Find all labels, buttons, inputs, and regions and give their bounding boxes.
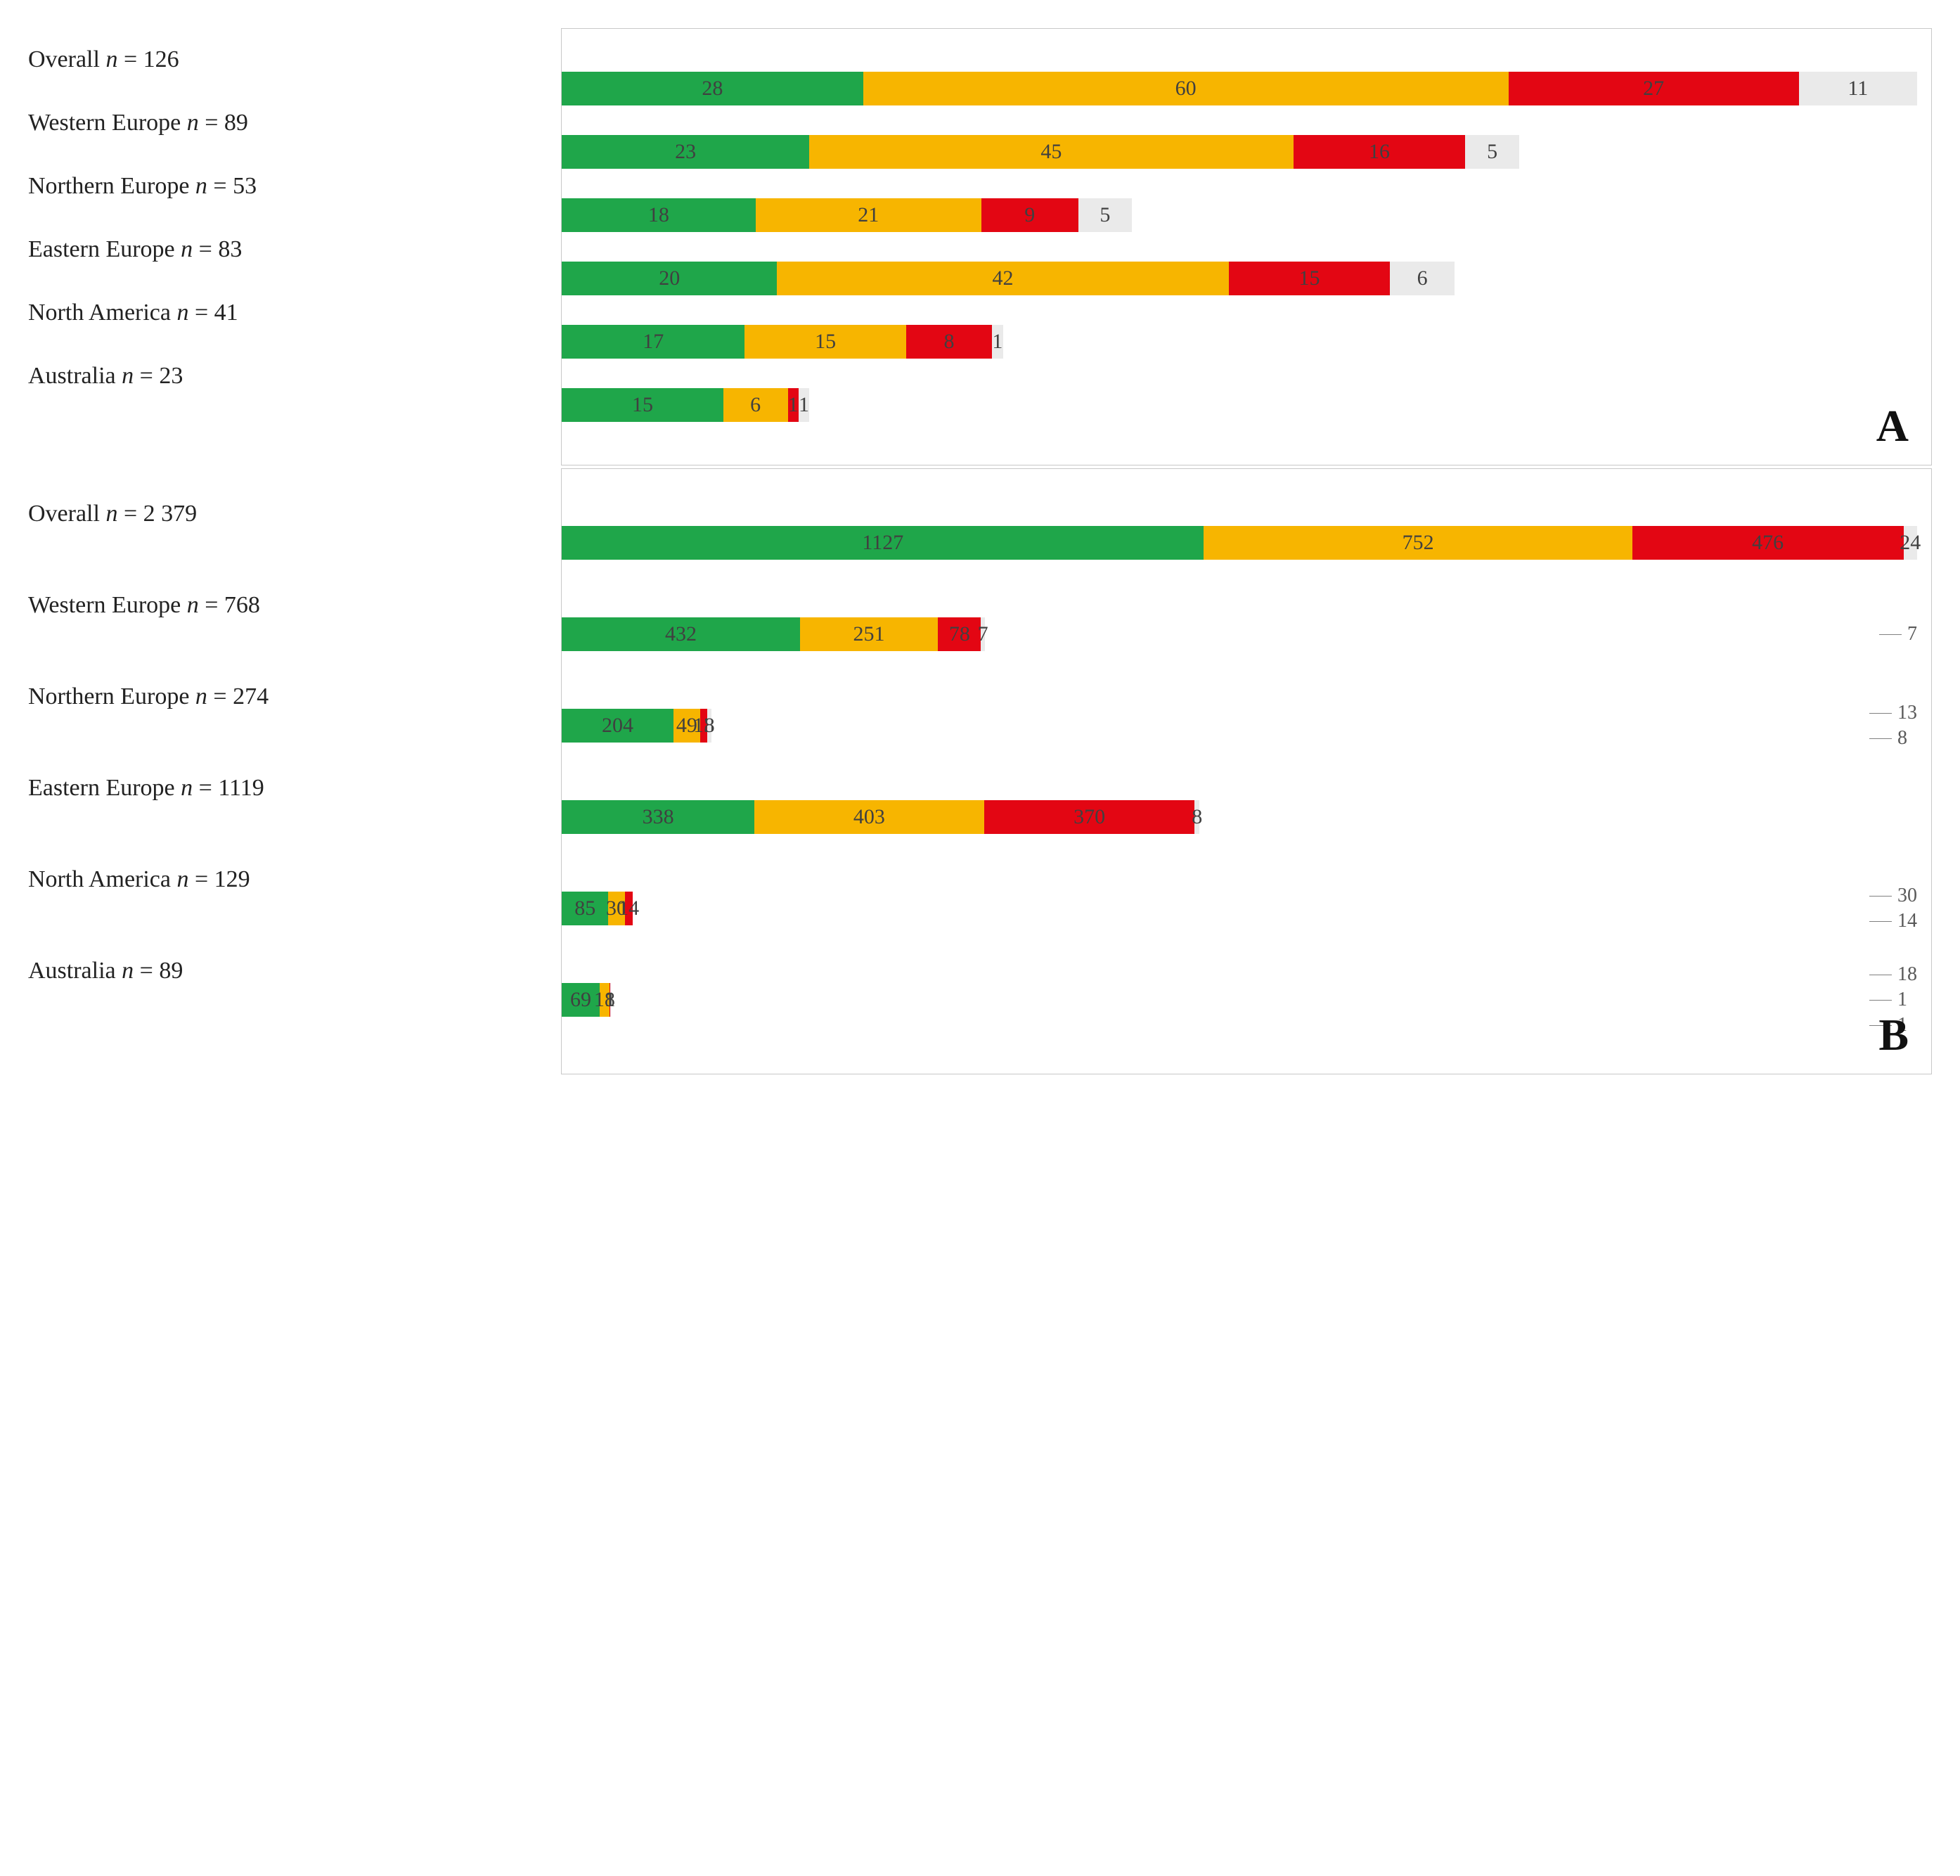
row-label: Eastern Europe n = 1119: [28, 768, 264, 809]
callout-group: 3014: [1869, 885, 1917, 932]
row-label: Northern Europe n = 53: [28, 166, 257, 207]
callout-value: 1: [1869, 989, 1917, 1011]
bar-track: 432251787: [562, 617, 1872, 651]
bar-segment-grey: 5: [1465, 135, 1519, 169]
panel-b: Overall n = 2 379 Western Europe n = 768 N…: [28, 468, 1932, 1074]
bar-segment-grey: 5: [1078, 198, 1132, 232]
bar-segment-orange: 403: [754, 800, 984, 834]
bar-track: 2345165: [562, 135, 1917, 169]
row-label: Overall n = 126: [28, 39, 179, 80]
bar-segment-orange: 45: [809, 135, 1293, 169]
bar-track: 15611: [562, 388, 1917, 422]
bar-track: 2042156: [562, 262, 1917, 295]
row-label: Western Europe n = 89: [28, 103, 248, 143]
labels-column: Overall n = 2 379 Western Europe n = 768 N…: [28, 468, 561, 1074]
bar-segment-green: 338: [562, 800, 754, 834]
row-label: Northern Europe n = 274: [28, 676, 269, 717]
panel-a: Overall n = 126 Western Europe n = 89 Nort…: [28, 28, 1932, 465]
bar-segment-orange: 21: [756, 198, 981, 232]
bar-segment-green: 204: [562, 709, 673, 743]
bar-track: 691811: [562, 983, 1862, 1017]
bar-segment-red: 1: [788, 388, 799, 422]
bar-segment-orange: 6: [723, 388, 788, 422]
bar-segment-grey: 1: [799, 388, 809, 422]
bar-segment-green: 18: [562, 198, 755, 232]
bar-segment-orange: 251: [800, 617, 939, 651]
bar-segment-green: 432: [562, 617, 799, 651]
row-label: North America n = 129: [28, 859, 250, 900]
bar-segment-green: 85: [562, 892, 608, 925]
bar-segment-grey: 7: [981, 617, 984, 651]
plot-area: 286027112345165182195204215617158115611A: [561, 28, 1932, 465]
bar-segment-red: 9: [981, 198, 1078, 232]
bar-segment-grey: 8: [707, 709, 711, 743]
row-label: Eastern Europe n = 83: [28, 229, 242, 270]
row-label: Overall n = 2 379: [28, 494, 197, 534]
callout-value: 8: [1869, 727, 1917, 750]
callout-group: 138: [1869, 702, 1917, 750]
bar-track: 20449138: [562, 709, 1862, 743]
callout-value: 14: [1869, 910, 1917, 932]
bar-segment-orange: 15: [744, 325, 905, 359]
bar-segment-red: 27: [1509, 72, 1799, 105]
bar-segment-red: 14: [625, 892, 633, 925]
labels-column: Overall n = 126 Western Europe n = 89 Nort…: [28, 28, 561, 465]
bar-segment-grey: 24: [1904, 526, 1917, 560]
bar-track: 28602711: [562, 72, 1917, 105]
callout-value: 13: [1869, 702, 1917, 724]
bar-segment-green: 28: [562, 72, 863, 105]
bar-track: 853014: [562, 892, 1862, 925]
bar-segment-orange: 752: [1204, 526, 1632, 560]
panel-letter: A: [1876, 400, 1909, 452]
row-label: Western Europe n = 768: [28, 585, 260, 626]
bar-segment-red: 476: [1632, 526, 1904, 560]
bar-segment-grey: 6: [1390, 262, 1455, 295]
callout-value: 18: [1869, 963, 1917, 986]
bar-segment-red: 16: [1294, 135, 1466, 169]
callout-value: 30: [1869, 885, 1917, 907]
bar-segment-red: 78: [938, 617, 981, 651]
chart-root: Overall n = 126 Western Europe n = 89 Nort…: [28, 28, 1932, 1074]
bar-segment-grey: 8: [1194, 800, 1199, 834]
bar-segment-red: 370: [984, 800, 1195, 834]
bar-track: 112775247624: [562, 526, 1917, 560]
callout-value: 7: [1879, 623, 1917, 645]
bar-segment-grey: 11: [1799, 72, 1917, 105]
bar-segment-green: 20: [562, 262, 777, 295]
plot-area: 1127752476244322517877204491381383384033…: [561, 468, 1932, 1074]
bar-segment-green: 17: [562, 325, 744, 359]
bar-segment-green: 15: [562, 388, 723, 422]
bar-track: 171581: [562, 325, 1917, 359]
bar-track: 3384033708: [562, 800, 1917, 834]
bar-segment-orange: 42: [777, 262, 1229, 295]
row-label: Australia n = 23: [28, 356, 183, 397]
bar-segment-red: 8: [906, 325, 992, 359]
callout-group: 7: [1879, 623, 1917, 645]
panel-letter: B: [1878, 1009, 1909, 1061]
bar-segment-red: 15: [1229, 262, 1390, 295]
bar-segment-green: 1127: [562, 526, 1204, 560]
bar-segment-grey: 1: [610, 983, 611, 1017]
bar-track: 182195: [562, 198, 1917, 232]
bar-segment-grey: 1: [992, 325, 1002, 359]
row-label: Australia n = 89: [28, 951, 183, 991]
bar-segment-green: 23: [562, 135, 809, 169]
row-label: North America n = 41: [28, 293, 238, 333]
bar-segment-orange: 60: [863, 72, 1509, 105]
